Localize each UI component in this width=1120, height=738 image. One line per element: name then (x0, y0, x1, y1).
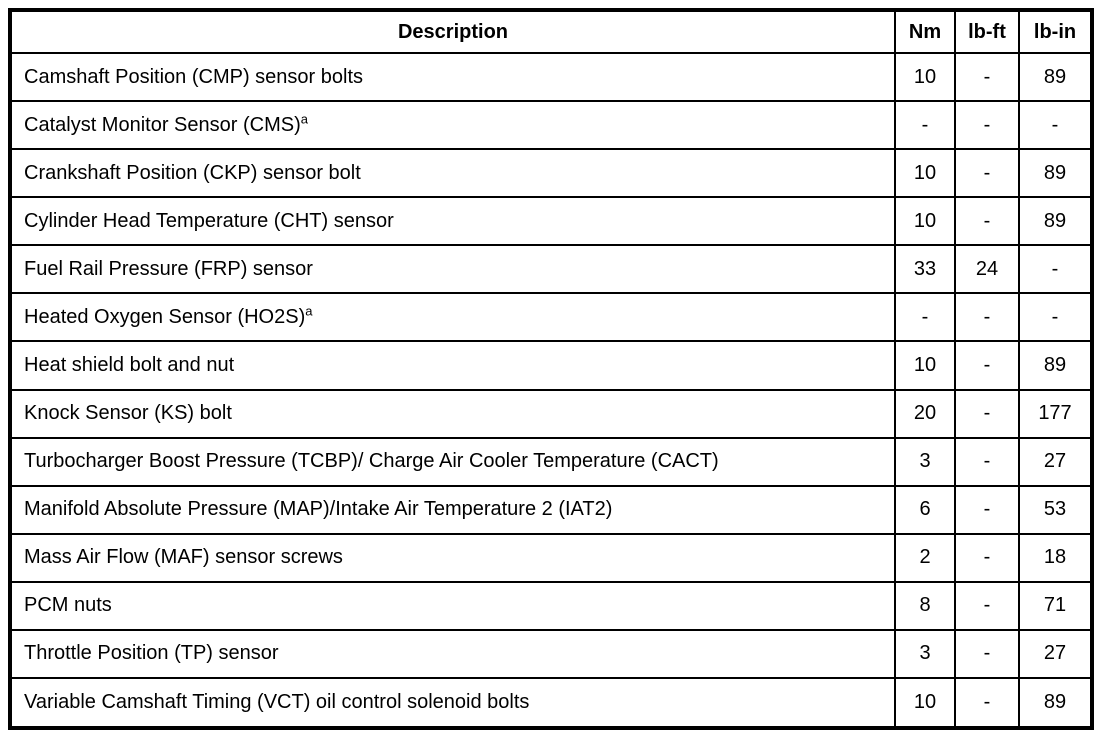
nm-cell: 33 (894, 244, 956, 295)
description-cell: Heated Oxygen Sensor (HO2S)a (9, 292, 896, 343)
nm-cell: 3 (894, 436, 956, 487)
lbin-cell: 89 (1018, 51, 1093, 103)
nm-cell: 10 (894, 340, 956, 391)
table-row: Mass Air Flow (MAF) sensor screws 2-18 (9, 532, 1093, 583)
nm-cell: 10 (894, 51, 956, 103)
footnote-marker: a (305, 303, 313, 319)
description-cell: Knock Sensor (KS) bolt (9, 388, 896, 439)
description-cell: Mass Air Flow (MAF) sensor screws (9, 532, 896, 583)
description-cell: Cylinder Head Temperature (CHT) sensor (9, 196, 896, 247)
nm-cell: - (894, 100, 956, 151)
description-cell: Fuel Rail Pressure (FRP) sensor (9, 244, 896, 295)
torque-spec-table: Description Nm lb-ft lb-in Camshaft Posi… (8, 8, 1094, 730)
table-header: Description Nm lb-ft lb-in (9, 9, 1093, 54)
description-cell: Heat shield bolt and nut (9, 340, 896, 391)
header-description: Description (9, 9, 896, 54)
table-row: Knock Sensor (KS) bolt 20-177 (9, 388, 1093, 439)
description-cell: PCM nuts (9, 580, 896, 631)
footnote-marker: a (300, 110, 308, 126)
lbft-cell: - (954, 484, 1020, 535)
lbft-cell: - (954, 388, 1020, 439)
lbin-cell: - (1018, 100, 1093, 151)
table-row: Camshaft Position (CMP) sensor bolts 10-8… (9, 51, 1093, 103)
nm-cell: - (894, 292, 956, 343)
lbft-cell: - (954, 677, 1020, 729)
lbin-cell: 177 (1018, 388, 1093, 439)
table-row: Throttle Position (TP) sensor 3-27 (9, 628, 1093, 680)
description-cell: Variable Camshaft Timing (VCT) oil contr… (9, 677, 896, 729)
table-row: Manifold Absolute Pressure (MAP)/Intake … (9, 484, 1093, 535)
table-row: Fuel Rail Pressure (FRP) sensor 33 24- (9, 244, 1093, 295)
lbin-cell: 27 (1018, 436, 1093, 487)
nm-cell: 2 (894, 532, 956, 583)
nm-cell: 8 (894, 580, 956, 631)
table-row: Variable Camshaft Timing (VCT) oil contr… (9, 677, 1093, 729)
lbin-cell: 71 (1018, 580, 1093, 631)
lbin-cell: 18 (1018, 532, 1093, 583)
description-cell: Camshaft Position (CMP) sensor bolts (9, 51, 896, 103)
lbin-cell: 27 (1018, 628, 1093, 680)
nm-cell: 10 (894, 148, 956, 199)
lbin-cell: 89 (1018, 340, 1093, 391)
table-row: Crankshaft Position (CKP) sensor bolt 10-… (9, 148, 1093, 199)
table-row: PCM nuts 8-71 (9, 580, 1093, 631)
lbft-cell: - (954, 580, 1020, 631)
header-row: Description Nm lb-ft lb-in (9, 9, 1093, 54)
table-row: Turbocharger Boost Pressure (TCBP)/ Char… (9, 436, 1093, 487)
description-cell: Catalyst Monitor Sensor (CMS)a (9, 100, 896, 151)
description-cell: Turbocharger Boost Pressure (TCBP)/ Char… (9, 436, 896, 487)
nm-cell: 10 (894, 677, 956, 729)
nm-cell: 20 (894, 388, 956, 439)
description-cell: Throttle Position (TP) sensor (9, 628, 896, 680)
lbin-cell: 89 (1018, 677, 1093, 729)
description-cell: Manifold Absolute Pressure (MAP)/Intake … (9, 484, 896, 535)
lbft-cell: - (954, 148, 1020, 199)
lbft-cell: - (954, 340, 1020, 391)
header-lbft: lb-ft (954, 9, 1020, 54)
table-row: Heated Oxygen Sensor (HO2S)a - - - (9, 292, 1093, 343)
table-row: Cylinder Head Temperature (CHT) sensor 10… (9, 196, 1093, 247)
lbin-cell: - (1018, 244, 1093, 295)
header-nm: Nm (894, 9, 956, 54)
lbft-cell: - (954, 292, 1020, 343)
table-row: Heat shield bolt and nut 10-89 (9, 340, 1093, 391)
table-body: Camshaft Position (CMP) sensor bolts 10-8… (9, 51, 1093, 729)
lbin-cell: 53 (1018, 484, 1093, 535)
table-row: Catalyst Monitor Sensor (CMS)a - - - (9, 100, 1093, 151)
lbft-cell: - (954, 51, 1020, 103)
lbin-cell: - (1018, 292, 1093, 343)
lbft-cell: - (954, 436, 1020, 487)
lbft-cell: - (954, 196, 1020, 247)
nm-cell: 10 (894, 196, 956, 247)
lbft-cell: - (954, 100, 1020, 151)
header-lbin: lb-in (1018, 9, 1093, 54)
nm-cell: 3 (894, 628, 956, 680)
lbin-cell: 89 (1018, 196, 1093, 247)
lbft-cell: 24 (954, 244, 1020, 295)
nm-cell: 6 (894, 484, 956, 535)
lbft-cell: - (954, 628, 1020, 680)
lbft-cell: - (954, 532, 1020, 583)
description-cell: Crankshaft Position (CKP) sensor bolt (9, 148, 896, 199)
lbin-cell: 89 (1018, 148, 1093, 199)
